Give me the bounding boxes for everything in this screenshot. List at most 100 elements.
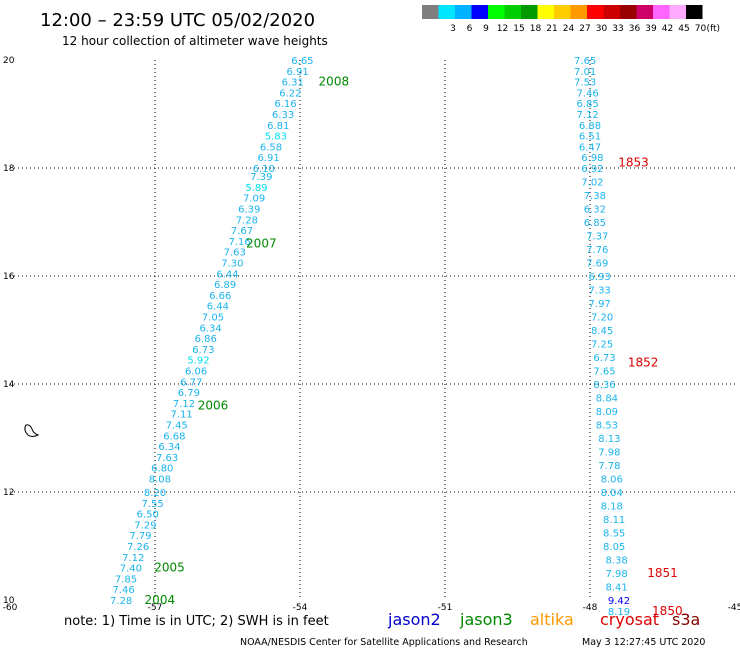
wave-height-label: 6.44 bbox=[216, 269, 238, 280]
wave-height-label: 7.37 bbox=[586, 232, 608, 243]
wave-height-label: 8.13 bbox=[598, 434, 620, 445]
legend-tick-label: 24 bbox=[563, 24, 575, 34]
wave-height-label: 7.63 bbox=[156, 453, 178, 464]
wave-height-label: 8.53 bbox=[596, 421, 618, 432]
satellite-legend: jason2 jason3 altika cryosat s3a bbox=[387, 610, 700, 629]
credit-text: NOAA/NESDIS Center for Satellite Applica… bbox=[240, 637, 528, 648]
wave-height-label: 7.46 bbox=[576, 88, 598, 99]
wave-height-label: 5.83 bbox=[265, 132, 287, 143]
wave-height-label: 7.76 bbox=[586, 245, 608, 256]
wave-height-label: 5.89 bbox=[245, 183, 267, 194]
legend-tick-label: 12 bbox=[497, 24, 508, 34]
plot-frame bbox=[19, 59, 736, 601]
time-label: 1852 bbox=[628, 355, 659, 369]
legend-tick-label: 70 bbox=[695, 24, 707, 34]
legend-swatch bbox=[521, 5, 538, 19]
wave-height-label: 7.98 bbox=[598, 448, 620, 459]
y-tick-label: 16 bbox=[3, 272, 15, 282]
wave-height-label: 7.38 bbox=[584, 191, 606, 202]
wave-height-label: 6.86 bbox=[195, 334, 217, 345]
wave-height-label: 7.67 bbox=[231, 226, 253, 237]
satellite-name-jason3: jason3 bbox=[459, 610, 513, 629]
legend-swatch bbox=[537, 5, 554, 19]
wave-height-tracks: 7.287.467.857.407.127.267.797.296.507.55… bbox=[110, 56, 683, 618]
wave-height-label: 6.32 bbox=[584, 205, 606, 216]
wave-height-label: 7.02 bbox=[581, 178, 603, 189]
wave-height-label: 7.28 bbox=[236, 215, 258, 226]
x-tick-label: -48 bbox=[583, 603, 598, 613]
wave-height-label: 8.36 bbox=[593, 380, 615, 391]
y-tick-label: 18 bbox=[3, 164, 15, 174]
legend-swatch bbox=[636, 5, 653, 19]
wave-height-label: 6.73 bbox=[192, 345, 214, 356]
wave-height-label: 6.91 bbox=[257, 153, 279, 164]
x-tick-label: -51 bbox=[438, 603, 453, 613]
wave-height-label: 8.55 bbox=[603, 529, 625, 540]
wave-height-label: 8.06 bbox=[601, 475, 623, 486]
wave-height-label: 7.63 bbox=[224, 248, 246, 259]
wave-height-label: 6.22 bbox=[279, 88, 301, 99]
wave-height-label: 6.81 bbox=[267, 121, 289, 132]
wave-height-label: 8.20 bbox=[144, 488, 166, 499]
wave-height-label: 7.28 bbox=[110, 596, 132, 607]
wave-height-label: 6.68 bbox=[163, 431, 185, 442]
time-label: 2004 bbox=[145, 593, 176, 607]
wave-height-label: 7.78 bbox=[598, 461, 620, 472]
legend-swatch bbox=[653, 5, 670, 19]
wave-height-label: 6.92 bbox=[581, 164, 603, 175]
wave-height-label: 7.55 bbox=[141, 499, 163, 510]
wave-height-label: 8.09 bbox=[596, 407, 618, 418]
wave-height-label: 6.51 bbox=[579, 132, 601, 143]
wave-height-label: 6.44 bbox=[207, 302, 229, 313]
wave-height-label: 6.89 bbox=[214, 280, 236, 291]
wave-height-label: 8.05 bbox=[603, 542, 625, 553]
legend-tick-label: 33 bbox=[612, 24, 623, 34]
legend-tick-label: 39 bbox=[645, 24, 657, 34]
wave-height-label: 8.41 bbox=[605, 583, 627, 594]
x-tick-label: -45 bbox=[728, 603, 740, 613]
wave-height-label: 6.34 bbox=[199, 323, 221, 334]
wave-height-label: 7.85 bbox=[115, 574, 137, 585]
legend-swatch bbox=[669, 5, 686, 19]
wave-height-label: 7.12 bbox=[576, 110, 598, 121]
wave-height-label: 7.01 bbox=[574, 67, 596, 78]
wave-height-label: 6.85 bbox=[576, 99, 598, 110]
legend-swatch bbox=[620, 5, 637, 19]
wave-height-label: 6.10 bbox=[253, 164, 275, 175]
wave-height-label: 9.42 bbox=[608, 596, 630, 607]
wave-height-label: 6.77 bbox=[180, 377, 202, 388]
y-tick-label: 20 bbox=[3, 56, 15, 66]
wave-height-label: 7.11 bbox=[170, 410, 192, 421]
legend-swatch bbox=[422, 5, 439, 19]
legend-tick-label: 27 bbox=[579, 24, 590, 34]
wave-height-label: 6.88 bbox=[579, 121, 601, 132]
chart-title: 12:00 – 23:59 UTC 05/02/2020 bbox=[40, 10, 315, 31]
wave-height-label: 6.79 bbox=[178, 388, 200, 399]
wave-height-label: 6.93 bbox=[589, 272, 611, 283]
legend-tick-label: 9 bbox=[483, 24, 489, 34]
legend-swatch bbox=[438, 5, 455, 19]
x-tick-label: -57 bbox=[148, 603, 163, 613]
wave-height-label: 6.80 bbox=[151, 464, 173, 475]
wave-height-label: 7.26 bbox=[127, 542, 149, 553]
y-tick-label: 10 bbox=[3, 596, 15, 606]
y-tick-labels: 10 12 14 16 18 20 bbox=[3, 56, 15, 606]
wave-height-label: 8.11 bbox=[603, 515, 625, 526]
wave-height-label: 6.39 bbox=[238, 205, 260, 216]
legend-tick-label: 36 bbox=[629, 24, 641, 34]
time-label: 2005 bbox=[154, 561, 185, 575]
legend-unit: (ft) bbox=[707, 24, 721, 34]
x-tick-label: -60 bbox=[3, 603, 18, 613]
wave-height-label: 6.34 bbox=[158, 442, 180, 453]
time-label: 2008 bbox=[319, 75, 350, 89]
wave-height-label: 8.38 bbox=[605, 556, 627, 567]
legend-tick-label: 3 bbox=[450, 24, 456, 34]
time-label: 1850 bbox=[652, 604, 683, 618]
wave-height-label: 6.31 bbox=[282, 78, 304, 89]
legend-tick-label: 21 bbox=[546, 24, 557, 34]
wave-height-label: 7.97 bbox=[589, 299, 611, 310]
wave-height-label: 6.65 bbox=[291, 56, 313, 67]
wave-height-label: 8.19 bbox=[608, 607, 630, 618]
